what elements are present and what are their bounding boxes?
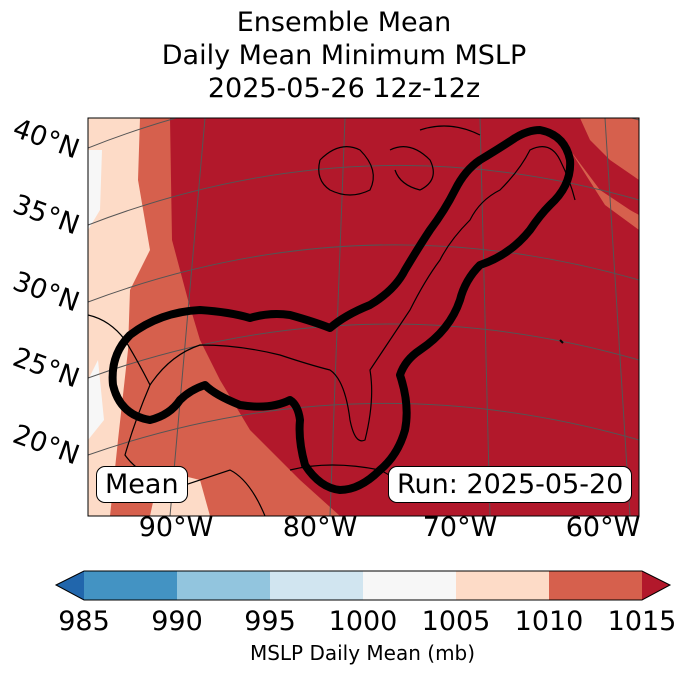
map-title-line2: Daily Mean Minimum MSLP [161,40,527,71]
gridlines [88,118,639,516]
colorbar-tick: 1010 [514,606,584,637]
map-frame [87,117,640,517]
pressure-1000-region-south [88,360,104,440]
colorbar-segment [270,571,363,600]
mslp-contour [108,126,575,494]
colorbar-segment [456,571,549,600]
map-title-line3: 2025-05-26 12z-12z [207,73,481,104]
colorbar [54,570,672,601]
colorbar-tick: 1000 [328,606,398,637]
colorbar-segment [177,571,270,600]
colorbar-tick: 1005 [421,606,491,637]
colorbar-tick: 990 [151,606,203,637]
lon-label: 80°W [282,512,358,543]
pressure-field [88,118,639,516]
colorbar-segment [549,571,642,600]
colorbar-tick: 995 [244,606,296,637]
pressure-1010-region-e [570,150,639,230]
colorbar-extend-low [56,571,84,600]
colorbar-segment [363,571,456,600]
lon-label: 60°W [565,512,641,543]
run-date-box: Run: 2025-05-20 [388,466,633,503]
pressure-1000-region-north [88,150,102,230]
mean-label-box: Mean [96,466,188,503]
map-title-line1: Ensemble Mean [236,7,452,38]
colorbar-tick: 1015 [607,606,677,637]
colorbar-segment [84,571,177,600]
colorbar-tick: 985 [58,606,110,637]
colorbar-extend-high [642,571,670,600]
lon-label: 70°W [422,512,498,543]
colorbar-label: MSLP Daily Mean (mb) [249,641,476,665]
lon-label: 90°W [138,512,214,543]
colorbar-outline [54,570,672,601]
pressure-1010-region-ne [580,118,639,180]
